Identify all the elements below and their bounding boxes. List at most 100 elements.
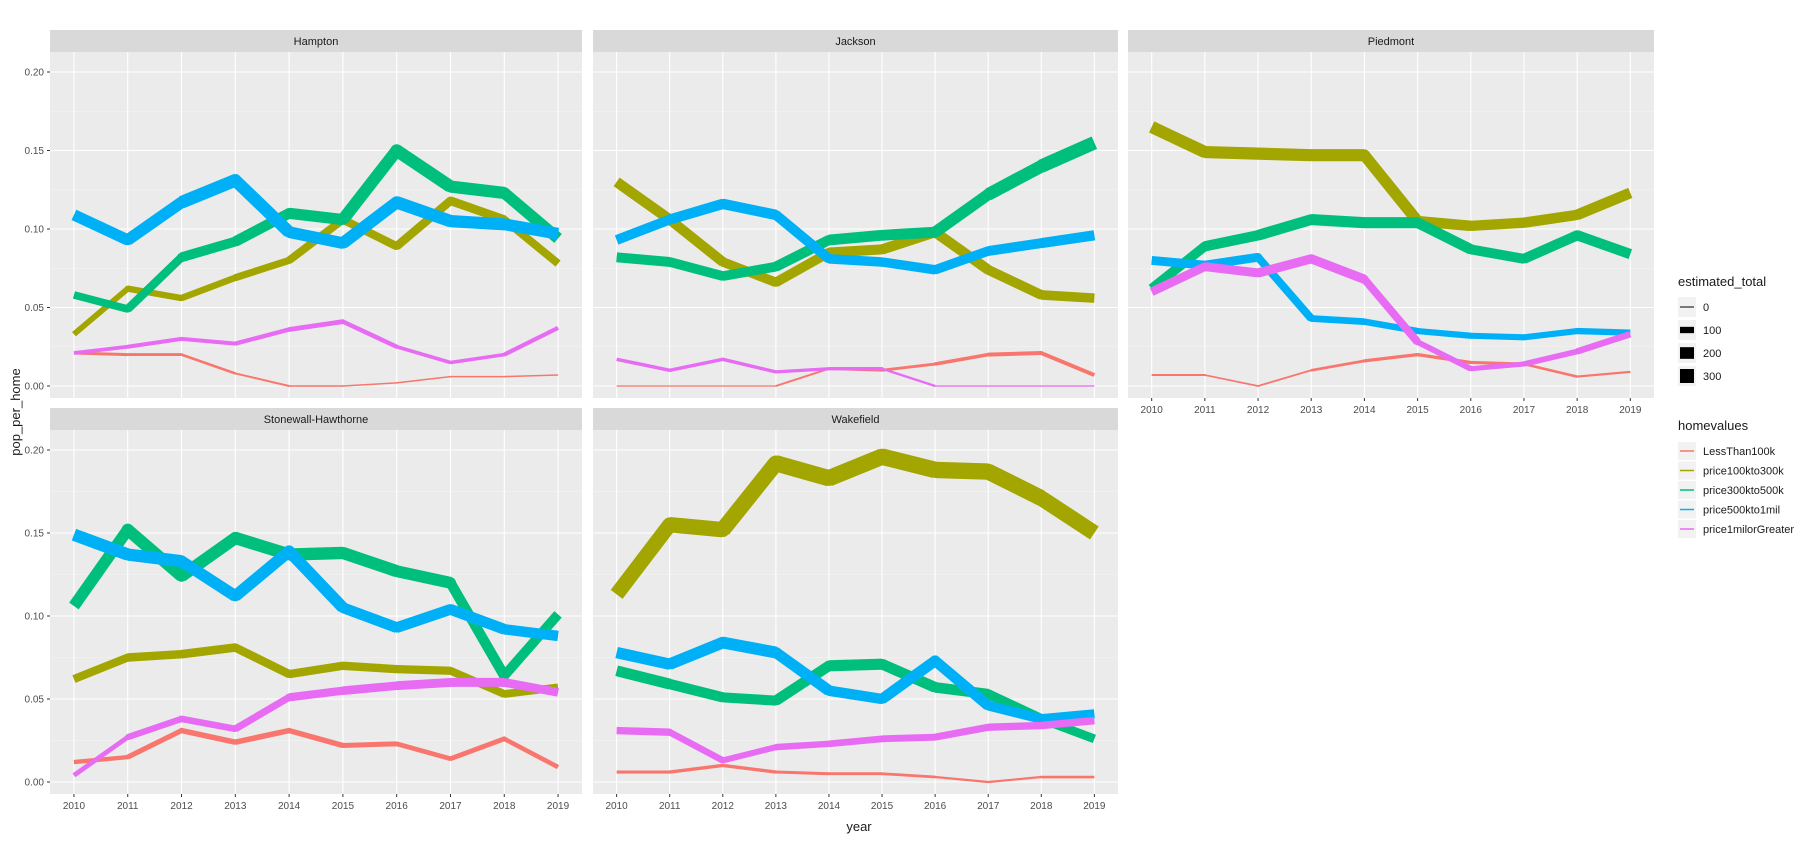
series-segment bbox=[1149, 121, 1208, 158]
series-segment bbox=[72, 735, 130, 778]
series-joint bbox=[232, 274, 239, 281]
series-joint bbox=[1465, 220, 1476, 231]
legend-size-label: 200 bbox=[1703, 348, 1721, 360]
series-joint bbox=[1253, 268, 1263, 278]
series-joint bbox=[664, 679, 675, 690]
series-segment bbox=[1470, 361, 1525, 372]
series-segment bbox=[449, 736, 506, 762]
series-joint bbox=[1362, 359, 1366, 363]
series-price300kto500k bbox=[616, 136, 1098, 281]
x-tick-label: 2018 bbox=[1030, 801, 1053, 812]
series-joint bbox=[983, 700, 993, 711]
series-price1milorGreater bbox=[1149, 254, 1632, 372]
x-tick-label: 2018 bbox=[1566, 405, 1589, 416]
series-price100kto300k bbox=[1149, 121, 1633, 232]
series-segment bbox=[716, 458, 783, 535]
x-tick-label: 2012 bbox=[170, 801, 193, 812]
series-joint bbox=[1360, 274, 1369, 284]
series-segment bbox=[450, 352, 505, 365]
series-joint bbox=[666, 728, 674, 736]
series-joint bbox=[982, 188, 995, 201]
series-segment bbox=[828, 685, 883, 705]
series-joint bbox=[1359, 217, 1370, 229]
series-segment bbox=[931, 189, 992, 237]
series-segment bbox=[233, 643, 291, 678]
series-segment bbox=[396, 344, 451, 365]
series-joint bbox=[175, 570, 188, 582]
facet-jackson: Jackson bbox=[593, 30, 1118, 398]
y-tick-label: 0.05 bbox=[25, 303, 45, 314]
x-tick-label: 2017 bbox=[1513, 405, 1536, 416]
series-joint bbox=[716, 636, 729, 649]
series-joint bbox=[933, 775, 937, 779]
legend-color-label: price500kto1mil bbox=[1703, 505, 1780, 517]
series-segment bbox=[933, 246, 990, 275]
series-joint bbox=[394, 741, 400, 747]
legend-color-label: LessThan100k bbox=[1703, 446, 1776, 458]
series-joint bbox=[180, 353, 183, 356]
series-joint bbox=[823, 234, 834, 246]
series-segment bbox=[669, 763, 724, 774]
series-segment bbox=[828, 244, 883, 258]
series-segment bbox=[396, 677, 451, 691]
series-joint bbox=[286, 327, 292, 332]
x-tick-label: 2019 bbox=[1083, 801, 1106, 812]
series-segment bbox=[1204, 145, 1259, 160]
series-segment bbox=[988, 775, 1042, 784]
series-segment bbox=[988, 721, 1042, 731]
series-joint bbox=[933, 362, 937, 366]
series-segment bbox=[1470, 332, 1525, 341]
series-segment bbox=[394, 604, 453, 633]
series-segment bbox=[1040, 716, 1095, 730]
x-tick-label: 2015 bbox=[1406, 405, 1429, 416]
series-joint bbox=[986, 352, 991, 357]
series-segment bbox=[987, 700, 1043, 724]
series-segment bbox=[124, 197, 185, 245]
series-joint bbox=[880, 367, 884, 371]
series-segment bbox=[1575, 230, 1633, 259]
series-joint bbox=[177, 650, 186, 659]
series-joint bbox=[1037, 722, 1045, 730]
facet-strip-label: Wakefield bbox=[832, 414, 880, 426]
series-segment bbox=[881, 733, 936, 743]
facet-strip bbox=[1128, 30, 1654, 52]
series-joint bbox=[669, 385, 671, 387]
series-segment bbox=[341, 319, 398, 349]
x-tick-label: 2012 bbox=[1247, 405, 1270, 416]
series-price1milorGreater bbox=[72, 677, 559, 778]
series-joint bbox=[175, 196, 188, 209]
series-joint bbox=[877, 257, 887, 267]
series-segment bbox=[1149, 262, 1207, 296]
series-segment bbox=[449, 196, 506, 224]
series-segment bbox=[1203, 230, 1260, 252]
series-segment bbox=[1038, 136, 1098, 173]
series-joint bbox=[770, 646, 782, 659]
series-segment bbox=[722, 357, 777, 374]
series-joint bbox=[983, 265, 993, 275]
series-joint bbox=[1358, 149, 1371, 162]
series-joint bbox=[880, 772, 884, 776]
series-price500kto1mil bbox=[614, 198, 1096, 275]
series-segment bbox=[1359, 151, 1423, 225]
series-segment bbox=[233, 694, 291, 732]
legend-size-label: 0 bbox=[1703, 302, 1709, 314]
series-segment bbox=[828, 658, 883, 672]
legend-color-label: price1milorGreater bbox=[1703, 524, 1794, 536]
series-segment bbox=[448, 604, 507, 635]
series-joint bbox=[1307, 315, 1315, 322]
series-joint bbox=[126, 353, 130, 356]
y-tick-label: 0.00 bbox=[25, 778, 45, 789]
series-segment bbox=[1470, 217, 1525, 232]
series-segment bbox=[342, 661, 397, 674]
series-segment bbox=[610, 520, 676, 599]
series-segment bbox=[503, 678, 559, 697]
series-segment bbox=[1523, 327, 1578, 341]
series-LessThan100k bbox=[616, 763, 1095, 784]
series-joint bbox=[774, 370, 778, 374]
series-segment bbox=[446, 580, 509, 679]
series-segment bbox=[181, 336, 236, 346]
series-segment bbox=[179, 174, 238, 209]
series-joint bbox=[338, 661, 347, 670]
series-segment bbox=[235, 372, 290, 387]
series-segment bbox=[342, 741, 397, 748]
